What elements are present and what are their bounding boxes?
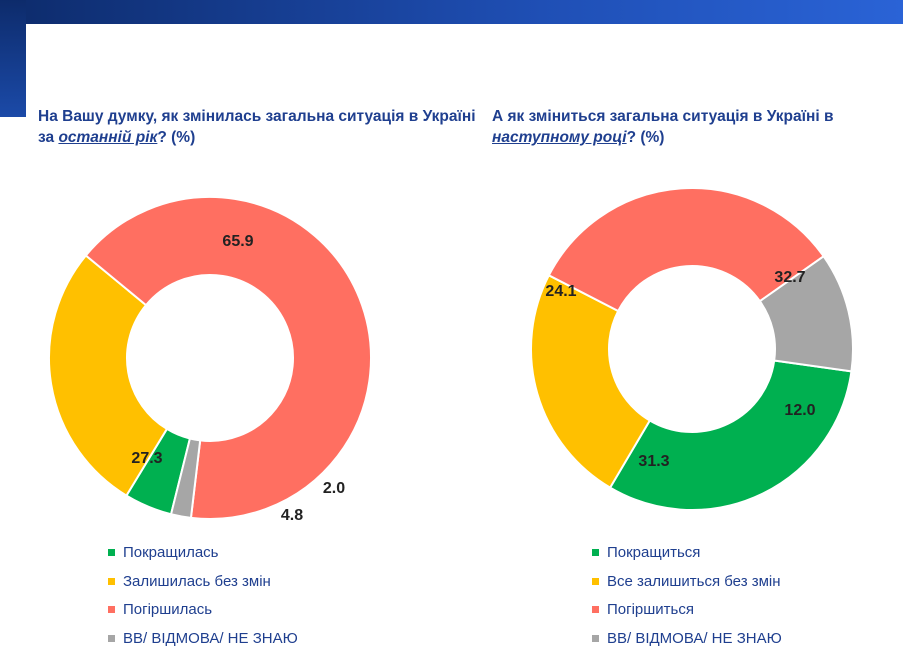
header-bar (0, 0, 903, 24)
legend-item-dont-know: ВВ/ ВІДМОВА/ НЕ ЗНАЮ (592, 624, 782, 653)
slice-same (530, 273, 652, 489)
data-label-dont-know: 12.0 (784, 402, 815, 419)
legend-item-same: Все залишиться без змін (592, 567, 782, 596)
title-text: А як зміниться загальна ситуація в Украї… (492, 108, 834, 125)
slice-improved (608, 359, 853, 511)
legend-swatch (592, 606, 599, 614)
legend-label: Покращилась (123, 543, 219, 561)
slice-worse (547, 187, 826, 313)
legend-label: ВВ/ ВІДМОВА/ НЕ ЗНАЮ (607, 629, 782, 647)
data-label-same: 24.1 (545, 283, 576, 300)
slice-same (48, 254, 169, 497)
legend-next-year: Покращиться Все залишиться без змін Погі… (592, 538, 782, 653)
legend-label: Залишилась без змін (123, 572, 271, 590)
data-label-worse: 65.9 (222, 233, 253, 250)
title-suffix: ? (%) (157, 129, 196, 146)
legend-last-year: Покращилась Залишилась без змін Погіршил… (108, 538, 298, 653)
title-emphasis: наступному році (492, 129, 627, 146)
legend-item-worse: Погіршилась (108, 595, 298, 624)
legend-swatch (592, 577, 599, 585)
data-label-same: 27.3 (131, 450, 162, 467)
legend-item-worse: Погіршиться (592, 595, 782, 624)
legend-swatch (108, 548, 115, 556)
legend-swatch (592, 548, 599, 556)
slice-dont-know (169, 437, 202, 519)
legend-swatch (108, 606, 115, 614)
legend-swatch (108, 577, 115, 585)
legend-item-same: Залишилась без змін (108, 567, 298, 596)
legend-item-improved: Покращилась (108, 538, 298, 567)
data-label-worse: 32.7 (774, 269, 805, 286)
data-label-improved: 4.8 (281, 507, 303, 524)
legend-swatch (592, 634, 599, 642)
chart-title-last-year: На Вашу думку, як змінилась загальна сит… (38, 106, 478, 148)
data-label-dont-know: 2.0 (323, 480, 345, 497)
legend-item-dont-know: ВВ/ ВІДМОВА/ НЕ ЗНАЮ (108, 624, 298, 653)
legend-label: ВВ/ ВІДМОВА/ НЕ ЗНАЮ (123, 629, 298, 647)
legend-label: Все залишиться без змін (607, 572, 781, 590)
data-label-improved: 31.3 (638, 453, 669, 470)
legend-label: Погіршиться (607, 601, 694, 619)
chart-title-next-year: А як зміниться загальна ситуація в Украї… (492, 106, 892, 148)
legend-label: Покращиться (607, 543, 701, 561)
legend-label: Погіршилась (123, 601, 213, 619)
title-suffix: ? (%) (626, 129, 665, 146)
legend-item-improved: Покращиться (592, 538, 782, 567)
slice-dont-know (758, 254, 854, 373)
title-emphasis: останній рік (58, 129, 158, 146)
legend-swatch (108, 634, 115, 642)
slice-worse (84, 196, 372, 520)
side-accent-bar (0, 0, 26, 117)
title-text: На Вашу думку, як змінилась загальна сит… (38, 108, 476, 146)
